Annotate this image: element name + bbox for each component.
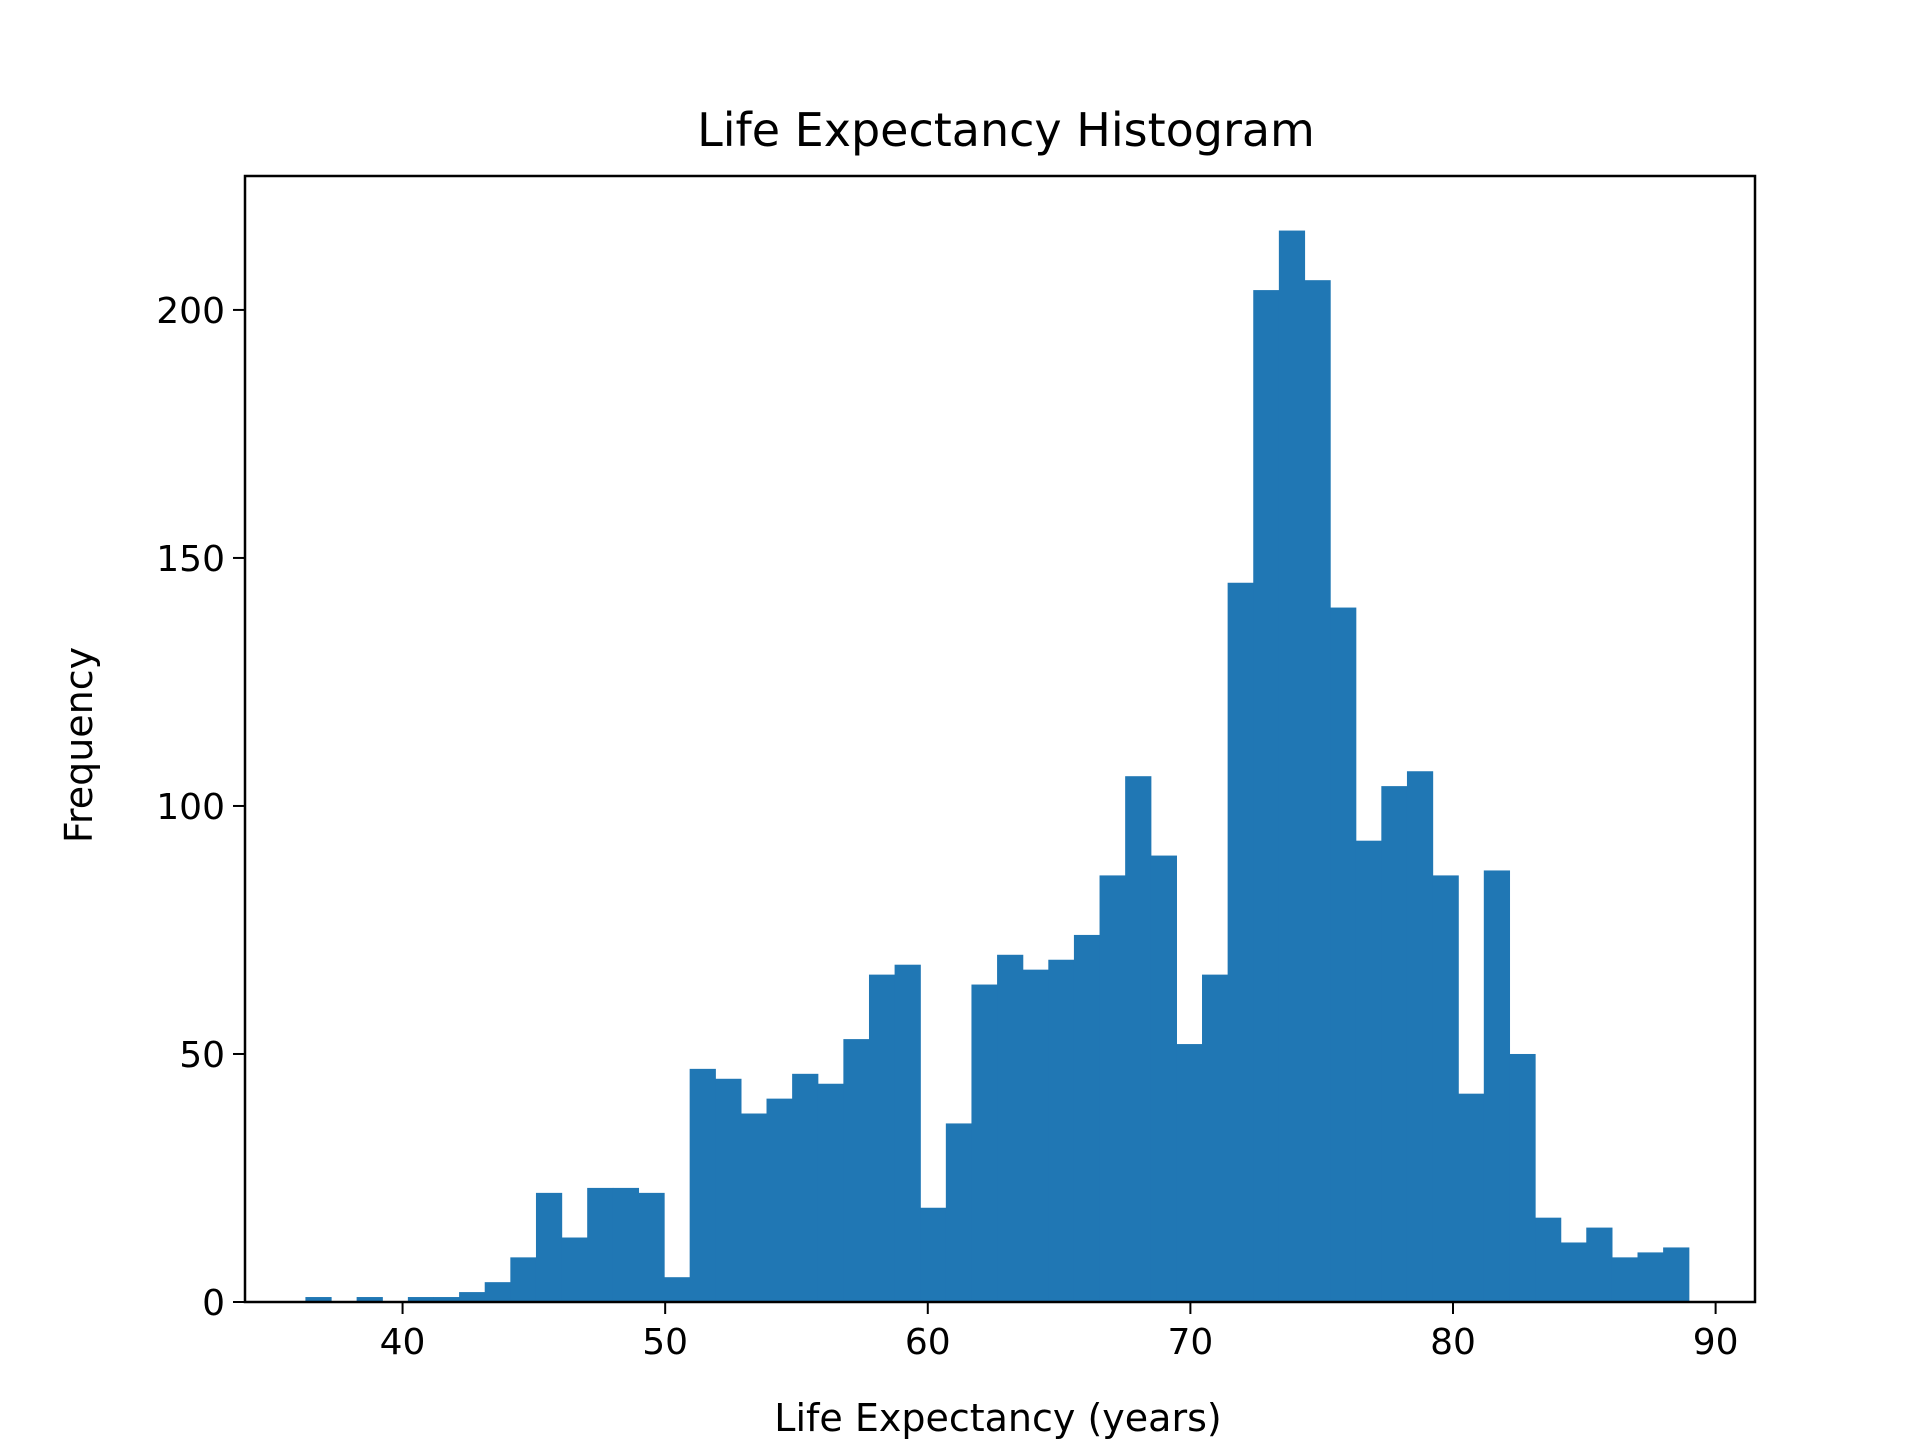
- x-tick-label: 90: [1693, 1322, 1739, 1363]
- y-tick-label: 0: [202, 1283, 225, 1324]
- y-tick-label: 200: [156, 291, 225, 332]
- histogram-bar: [535, 1192, 563, 1302]
- histogram-bar: [510, 1257, 537, 1302]
- y-tick-label: 50: [179, 1035, 225, 1076]
- histogram-bar: [1637, 1252, 1664, 1302]
- histogram-bar: [894, 964, 921, 1302]
- histogram-bar: [945, 1123, 973, 1302]
- histogram-bar: [1150, 855, 1177, 1302]
- histogram-bar: [1663, 1247, 1690, 1302]
- histogram-bar: [792, 1073, 819, 1302]
- histogram-bar: [1586, 1227, 1613, 1302]
- histogram-bar: [920, 1207, 947, 1302]
- histogram-bar: [766, 1098, 793, 1302]
- histogram-bar: [1535, 1217, 1562, 1302]
- histogram-bar: [1355, 840, 1382, 1302]
- histogram-bar: [689, 1068, 716, 1302]
- histogram-bar: [1381, 786, 1408, 1302]
- histogram-bar: [1227, 582, 1254, 1302]
- histogram-bar: [715, 1078, 742, 1302]
- y-tick-label: 100: [156, 787, 225, 828]
- histogram-bar: [997, 954, 1024, 1302]
- plot-frame: [243, 174, 1757, 1304]
- histogram-bar: [1202, 974, 1229, 1302]
- histogram-bar: [1253, 290, 1280, 1303]
- x-tick-label: 70: [1167, 1322, 1213, 1363]
- x-tick-label: 60: [905, 1322, 951, 1363]
- histogram-bar: [971, 984, 998, 1302]
- histogram-bar: [1509, 1053, 1536, 1302]
- x-tick-label: 50: [642, 1322, 688, 1363]
- histogram-bar: [484, 1282, 511, 1302]
- histogram-bar: [561, 1237, 588, 1302]
- histogram-bar: [305, 1297, 332, 1302]
- histogram-bar: [1432, 875, 1459, 1302]
- histogram-bar: [843, 1039, 870, 1302]
- histogram-bar: [587, 1187, 614, 1302]
- histogram-bar: [638, 1192, 665, 1302]
- histogram-bar: [459, 1292, 486, 1302]
- histogram-bar: [1304, 280, 1331, 1302]
- histogram-bar: [1330, 607, 1357, 1302]
- histogram-bar: [1483, 870, 1511, 1302]
- y-tick-label: 150: [156, 539, 225, 580]
- histogram-bar: [433, 1297, 460, 1302]
- histogram-bar: [1125, 776, 1152, 1302]
- histogram-bar: [868, 974, 896, 1302]
- y-axis-ticks: 0 50 100 150 200: [156, 291, 245, 1324]
- histogram-bar: [407, 1297, 435, 1302]
- histogram-bar: [1099, 875, 1126, 1302]
- x-axis-ticks: 40 50 60 70 80 90: [380, 1302, 1739, 1363]
- histogram-bar: [612, 1187, 640, 1302]
- histogram-bar: [1458, 1093, 1485, 1302]
- histogram-bar: [1278, 230, 1306, 1302]
- x-axis-label: Life Expectancy (years): [774, 1396, 1221, 1440]
- histogram-bar: [1022, 969, 1049, 1302]
- histogram-bar: [1073, 934, 1101, 1302]
- histogram-bar: [664, 1277, 691, 1302]
- histogram-bar: [1611, 1257, 1639, 1302]
- y-axis-label: Frequency: [57, 647, 101, 843]
- histogram-bar: [1560, 1242, 1587, 1302]
- histogram-bar: [1406, 771, 1434, 1302]
- histogram-bar: [356, 1297, 383, 1302]
- x-tick-label: 80: [1430, 1322, 1476, 1363]
- chart-title: Life Expectancy Histogram: [697, 103, 1315, 157]
- histogram-bars: [305, 230, 1690, 1303]
- x-tick-label: 40: [380, 1322, 426, 1363]
- histogram-bar: [817, 1083, 844, 1302]
- histogram-bar: [1048, 959, 1075, 1302]
- histogram-bar: [1176, 1044, 1203, 1302]
- histogram-bar: [740, 1113, 768, 1302]
